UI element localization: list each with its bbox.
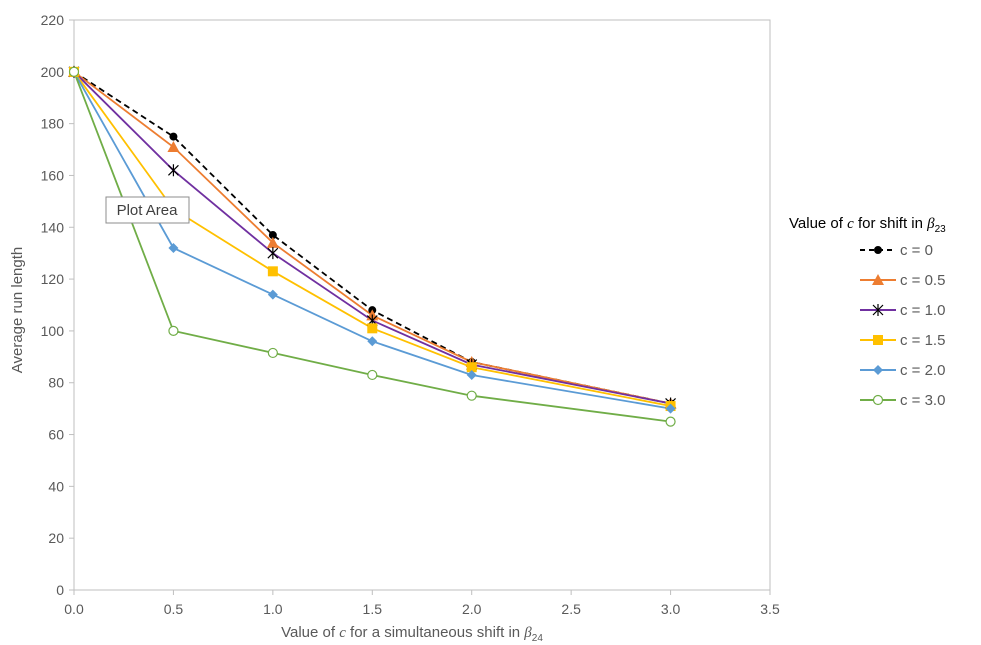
data-point (168, 164, 179, 177)
legend-label: c = 0.5 (900, 272, 945, 289)
legend[interactable]: Value of c for shift in β23 c = 0 c = 0.5… (789, 215, 946, 409)
plot-area[interactable] (73, 19, 771, 591)
legend-label: c = 1.5 (900, 332, 945, 349)
legend-marker (874, 246, 882, 254)
legend-item[interactable]: c = 0 (860, 242, 933, 259)
data-point (168, 325, 179, 337)
y-tick-label: 140 (41, 219, 65, 235)
plot-area-tooltip: Plot Area (105, 196, 190, 224)
data-point (367, 369, 378, 381)
legend-label: c = 3.0 (900, 392, 945, 409)
series-markers-4 (69, 66, 676, 414)
data-point (68, 66, 80, 77)
x-tick-label: 2.5 (561, 601, 581, 617)
y-tick-label: 200 (41, 64, 65, 80)
series-markers-1 (68, 65, 677, 409)
data-point (665, 416, 676, 427)
legend-items: c = 0 c = 0.5 c = 1.0 c = 1.5 c = 2.0 c = 3.0 (860, 242, 945, 409)
legend-title: Value of c for shift in β23 (789, 215, 946, 235)
data-point (466, 369, 477, 380)
series-markers-2 (68, 65, 676, 410)
series-line (73, 71, 671, 423)
series-line (73, 71, 671, 410)
tooltip-label: Plot Area (117, 202, 179, 219)
y-tick-label: 160 (41, 167, 65, 183)
x-axis-ticks: 0.0 0.5 1.0 1.5 2.0 2.5 3.0 3.5 (64, 590, 780, 617)
legend-label: c = 1.0 (900, 302, 945, 319)
series-4 (73, 71, 671, 410)
series-1 (73, 71, 671, 405)
x-tick-label: 3.5 (760, 601, 780, 617)
tooltip-box (105, 196, 190, 224)
y-tick-label: 180 (41, 116, 65, 132)
legend-item[interactable]: c = 1.0 (860, 302, 945, 319)
legend-marker (873, 335, 883, 345)
y-tick-label: 60 (48, 427, 64, 443)
data-point (267, 266, 278, 277)
legend-marker (873, 365, 883, 375)
series-2 (73, 71, 671, 405)
series-line (73, 71, 671, 405)
series-markers-5 (68, 66, 676, 427)
data-point (168, 243, 179, 253)
y-tick-label: 120 (41, 271, 65, 287)
legend-item[interactable]: c = 0.5 (860, 272, 945, 289)
legend-item[interactable]: c = 3.0 (860, 392, 945, 409)
series-layer (68, 65, 677, 427)
series-5 (73, 71, 671, 423)
series-3 (73, 71, 671, 407)
x-tick-label: 0.0 (64, 601, 84, 617)
data-point (267, 247, 279, 260)
series-markers-3 (69, 66, 676, 412)
series-line (73, 71, 671, 407)
y-tick-label: 20 (48, 530, 64, 546)
data-point (266, 236, 279, 248)
y-tick-label: 80 (48, 375, 64, 391)
data-point (367, 323, 378, 334)
x-tick-label: 2.0 (462, 601, 482, 617)
legend-marker (872, 304, 884, 316)
legend-label: c = 2.0 (900, 362, 945, 379)
series-line (73, 71, 671, 405)
y-axis-title: Average run length (9, 247, 26, 373)
legend-item[interactable]: c = 1.5 (860, 332, 945, 349)
y-tick-label: 40 (48, 478, 64, 494)
legend-item[interactable]: c = 2.0 (860, 362, 945, 379)
data-point (466, 362, 477, 373)
x-tick-label: 1.5 (363, 601, 383, 617)
y-axis-ticks: 0 20 40 60 80 100 120 140 160 180 200 220 (41, 12, 74, 598)
data-point (367, 336, 378, 347)
series-0 (73, 71, 671, 405)
x-axis-title: Value of c for a simultaneous shift in β… (281, 624, 543, 644)
x-tick-label: 1.0 (263, 601, 283, 617)
y-tick-label: 100 (41, 323, 65, 339)
data-point (466, 390, 477, 401)
y-tick-label: 220 (41, 12, 65, 28)
legend-label: c = 0 (900, 242, 933, 259)
legend-marker (872, 274, 884, 285)
y-tick-label: 0 (56, 582, 64, 598)
data-point (267, 289, 278, 300)
series-markers-0 (70, 67, 675, 408)
x-tick-label: 3.0 (661, 601, 681, 617)
data-point (267, 347, 278, 359)
x-tick-label: 0.5 (164, 601, 184, 617)
legend-marker (872, 394, 884, 406)
data-point (169, 132, 178, 141)
series-line (73, 71, 671, 405)
data-point (665, 403, 676, 414)
data-point (167, 140, 180, 152)
plot-border (73, 19, 771, 591)
